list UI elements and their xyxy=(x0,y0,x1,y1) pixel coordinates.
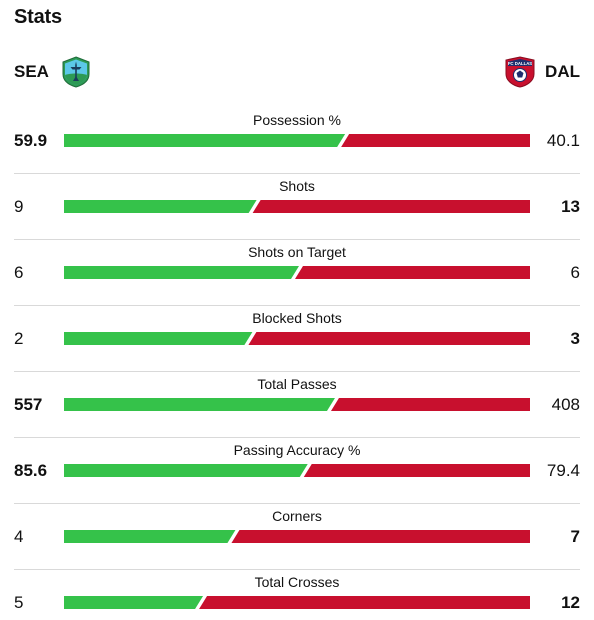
stat-row: Total Crosses 5 12 xyxy=(14,570,580,620)
svg-text:FC DALLAS: FC DALLAS xyxy=(508,61,532,66)
home-bar-segment xyxy=(64,596,204,609)
home-bar-segment xyxy=(64,530,236,543)
away-stat-value: 3 xyxy=(570,329,580,348)
page-title: Stats xyxy=(14,6,62,28)
stat-comparison-bar xyxy=(64,398,530,411)
home-bar-segment xyxy=(64,332,253,345)
home-bar-segment xyxy=(64,134,346,147)
stat-label: Passing Accuracy % xyxy=(233,442,361,458)
home-stat-value: 5 xyxy=(14,593,24,612)
stat-row: Passing Accuracy % 85.6 79.4 xyxy=(14,438,580,504)
stat-row: Total Passes 557 408 xyxy=(14,372,580,438)
home-bar-segment xyxy=(64,398,335,411)
away-bar-segment xyxy=(231,530,530,543)
away-bar-segment xyxy=(295,266,530,279)
away-bar-segment xyxy=(252,200,530,213)
stat-row: Possession % 59.9 40.1 xyxy=(14,108,580,174)
away-stat-value: 7 xyxy=(570,527,580,546)
away-bar-segment xyxy=(248,332,530,345)
stat-label: Blocked Shots xyxy=(252,310,342,326)
away-bar-segment xyxy=(303,464,530,477)
stat-label: Total Crosses xyxy=(254,574,340,590)
stat-label: Shots xyxy=(279,178,315,194)
home-bar-segment xyxy=(64,464,308,477)
stat-label: Corners xyxy=(272,508,322,524)
away-stat-value: 13 xyxy=(561,197,580,216)
away-bar-segment xyxy=(330,398,530,411)
away-stat-value: 6 xyxy=(570,263,580,282)
away-bar-segment xyxy=(341,134,530,147)
home-stat-value: 6 xyxy=(14,263,24,282)
stat-comparison-bar xyxy=(64,596,530,609)
stat-row: Blocked Shots 2 3 xyxy=(14,306,580,372)
fc-dallas-logo-icon: FC DALLAS xyxy=(505,56,535,88)
away-bar-segment xyxy=(199,596,530,609)
stat-row: Shots on Target 6 6 xyxy=(14,240,580,306)
home-team: SEA xyxy=(14,56,91,88)
away-stat-value: 408 xyxy=(551,395,580,414)
stat-label: Total Passes xyxy=(257,376,337,392)
away-stat-value: 12 xyxy=(561,593,580,612)
stat-row: Shots 9 13 xyxy=(14,174,580,240)
stat-comparison-bar xyxy=(64,200,530,213)
home-stat-value: 4 xyxy=(14,527,24,546)
away-team: FC DALLAS DAL xyxy=(505,56,580,88)
stat-comparison-bar xyxy=(64,464,530,477)
away-team-abbr: DAL xyxy=(545,62,580,81)
home-team-abbr: SEA xyxy=(14,62,49,81)
home-stat-value: 9 xyxy=(14,197,24,216)
stat-comparison-bar xyxy=(64,332,530,345)
stat-comparison-bar xyxy=(64,266,530,279)
home-stat-value: 2 xyxy=(14,329,24,348)
home-stat-value: 59.9 xyxy=(14,131,48,150)
seattle-sounders-logo-icon xyxy=(62,56,90,88)
stat-comparison-bar xyxy=(64,134,530,147)
home-stat-value: 557 xyxy=(14,395,43,414)
away-stat-value: 79.4 xyxy=(546,461,580,480)
home-stat-value: 85.6 xyxy=(14,461,48,480)
away-stat-value: 40.1 xyxy=(546,131,580,150)
stat-row: Corners 4 7 xyxy=(14,504,580,570)
stat-label: Shots on Target xyxy=(248,244,346,260)
stat-comparison-bar xyxy=(64,530,530,543)
home-bar-segment xyxy=(64,200,257,213)
stat-label: Possession % xyxy=(253,112,341,128)
home-bar-segment xyxy=(64,266,299,279)
